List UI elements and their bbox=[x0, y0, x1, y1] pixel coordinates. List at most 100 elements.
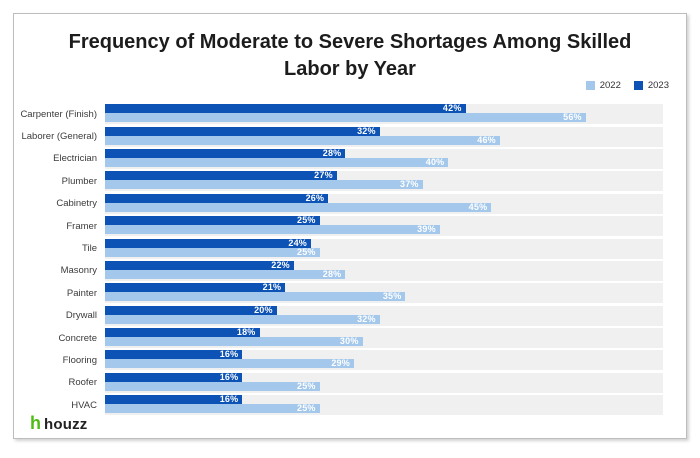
bar-2023: 22% bbox=[105, 259, 294, 270]
category-label: Concrete bbox=[58, 332, 97, 344]
bar-2023: 28% bbox=[105, 147, 346, 158]
category-label: Electrician bbox=[53, 153, 97, 165]
bar-value-label: 25% bbox=[296, 246, 316, 257]
bar-value-label: 18% bbox=[236, 327, 256, 338]
chart-row: Tile 24% 25% bbox=[14, 237, 663, 259]
bar-track: 27% 37% bbox=[105, 170, 663, 192]
bar-2022: 25% bbox=[105, 246, 320, 257]
category-label: HVAC bbox=[71, 399, 97, 411]
bar-2022: 30% bbox=[105, 336, 363, 347]
bar-2023: 26% bbox=[105, 192, 329, 203]
bar-2023: 16% bbox=[105, 394, 243, 405]
bar-track: 18% 30% bbox=[105, 327, 663, 349]
bar-value-label: 28% bbox=[322, 147, 342, 158]
bar-value-label: 21% bbox=[262, 282, 282, 293]
bar-track: 16% 25% bbox=[105, 371, 663, 393]
bar-value-label: 16% bbox=[219, 394, 239, 405]
category-label: Laborer (General) bbox=[21, 131, 97, 143]
chart-row: Concrete 18% 30% bbox=[14, 327, 663, 349]
bar-2023: 20% bbox=[105, 304, 277, 315]
chart-row: Flooring 16% 29% bbox=[14, 349, 663, 371]
chart-row: Framer 25% 39% bbox=[14, 215, 663, 237]
bar-track: 24% 25% bbox=[105, 237, 663, 259]
bar-value-label: 27% bbox=[314, 170, 333, 181]
category-label: Plumber bbox=[61, 175, 97, 187]
bar-2022: 40% bbox=[105, 156, 449, 167]
bar-2023: 18% bbox=[105, 327, 260, 338]
legend-swatch-2022-icon bbox=[585, 81, 595, 90]
bar-2022: 45% bbox=[105, 201, 492, 212]
bar-value-label: 25% bbox=[296, 403, 316, 414]
bar-2022: 37% bbox=[105, 179, 423, 190]
chart-row: Painter 21% 35% bbox=[14, 282, 663, 304]
legend-label-2023: 2023 bbox=[647, 80, 669, 91]
bar-value-label: 37% bbox=[400, 179, 419, 190]
bar-2022: 25% bbox=[105, 380, 320, 391]
bar-value-label: 40% bbox=[425, 156, 445, 167]
bar-track: 21% 35% bbox=[105, 282, 663, 304]
houzz-wordmark: houzz bbox=[44, 416, 88, 433]
chart-row: Laborer (General) 32% 46% bbox=[14, 125, 663, 147]
bar-2022: 32% bbox=[105, 314, 380, 324]
chart-row: Electrician 28% 40% bbox=[14, 148, 663, 170]
chart-row: Masonry 22% 28% bbox=[14, 260, 663, 282]
category-label: Framer bbox=[66, 220, 97, 232]
bar-chart-plot: Carpenter (Finish) 42% 56% Laborer (General… bbox=[14, 103, 663, 416]
bar-2022: 56% bbox=[105, 113, 586, 123]
bar-2023: 32% bbox=[105, 125, 380, 136]
bar-value-label: 42% bbox=[442, 103, 462, 114]
bar-track: 22% 28% bbox=[105, 259, 663, 281]
chart-row: HVAC 16% 25% bbox=[14, 394, 663, 416]
bar-track: 16% 25% bbox=[105, 394, 663, 416]
legend-item-2023: 2023 bbox=[633, 80, 669, 91]
bar-track: 16% 29% bbox=[105, 349, 663, 371]
category-label: Painter bbox=[66, 287, 97, 299]
legend-item-2022: 2022 bbox=[585, 80, 621, 91]
bar-2023: 25% bbox=[105, 216, 320, 226]
houzz-logo: h houzz bbox=[30, 414, 88, 433]
bar-track: 32% 46% bbox=[105, 125, 663, 147]
bar-value-label: 35% bbox=[382, 291, 402, 302]
legend-swatch-2023-icon bbox=[633, 81, 643, 90]
bar-value-label: 45% bbox=[468, 201, 488, 212]
bar-2022: 28% bbox=[105, 268, 346, 279]
bar-value-label: 22% bbox=[271, 259, 290, 270]
bar-track: 28% 40% bbox=[105, 147, 663, 169]
bar-value-label: 29% bbox=[331, 358, 350, 369]
chart-card: Frequency of Moderate to Severe Shortage… bbox=[13, 13, 687, 439]
bar-value-label: 30% bbox=[339, 336, 359, 347]
bar-value-label: 24% bbox=[288, 237, 308, 248]
chart-title: Frequency of Moderate to Severe Shortage… bbox=[68, 31, 632, 80]
bar-2022: 39% bbox=[105, 224, 440, 235]
bar-value-label: 16% bbox=[219, 349, 239, 360]
bar-track: 20% 32% bbox=[105, 304, 663, 326]
bar-value-label: 32% bbox=[357, 125, 376, 136]
bar-value-label: 26% bbox=[305, 192, 325, 203]
bar-value-label: 28% bbox=[322, 268, 342, 279]
chart-row: Drywall 20% 32% bbox=[14, 305, 663, 327]
legend-label-2022: 2022 bbox=[599, 80, 621, 91]
chart-row: Roofer 16% 25% bbox=[14, 372, 663, 394]
legend: 2022 2023 bbox=[585, 80, 669, 91]
bar-value-label: 16% bbox=[219, 371, 239, 382]
houzz-h-icon: h bbox=[30, 413, 41, 433]
bar-2023: 24% bbox=[105, 237, 312, 248]
bar-value-label: 39% bbox=[417, 224, 436, 235]
bar-value-label: 25% bbox=[296, 380, 316, 391]
bar-2022: 35% bbox=[105, 291, 406, 302]
chart-row: Cabinetry 26% 45% bbox=[14, 193, 663, 215]
category-label: Drywall bbox=[65, 310, 97, 322]
bar-track: 42% 56% bbox=[105, 103, 663, 125]
category-label: Roofer bbox=[68, 377, 97, 389]
bar-value-label: 20% bbox=[254, 304, 273, 315]
bar-2023: 21% bbox=[105, 282, 286, 293]
bar-2023: 27% bbox=[105, 170, 337, 181]
bar-2023: 16% bbox=[105, 349, 243, 360]
bar-value-label: 46% bbox=[477, 134, 496, 145]
category-label: Flooring bbox=[62, 354, 97, 366]
bar-track: 25% 39% bbox=[105, 216, 663, 237]
chart-row: Carpenter (Finish) 42% 56% bbox=[14, 103, 663, 125]
category-label: Carpenter (Finish) bbox=[20, 108, 97, 120]
bar-2022: 29% bbox=[105, 358, 354, 369]
category-label: Cabinetry bbox=[56, 198, 97, 210]
